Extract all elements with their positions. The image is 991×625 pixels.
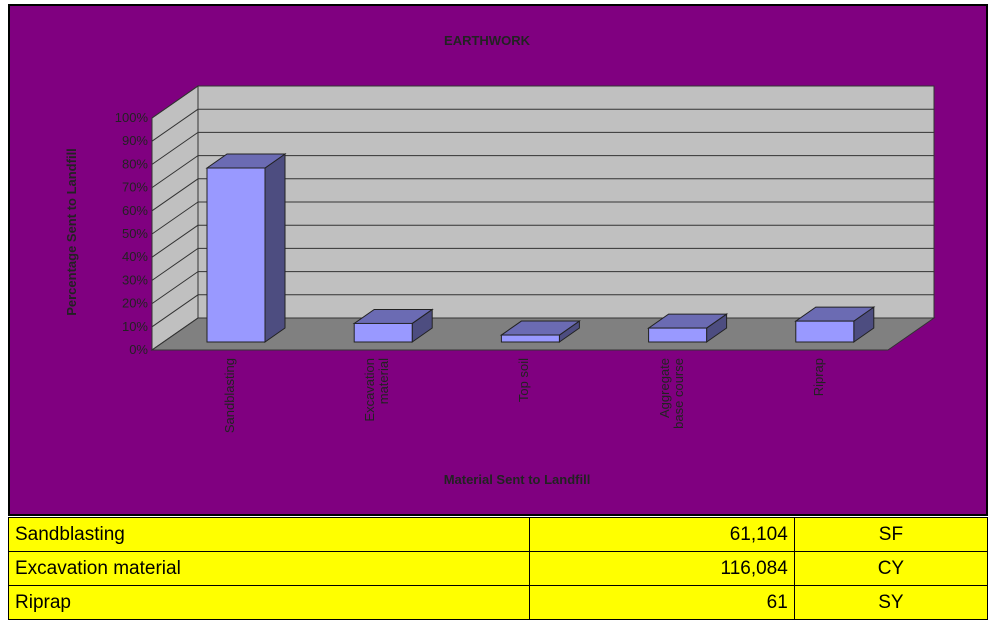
grid-line xyxy=(151,155,199,189)
table-row: Excavation material 116,084 CY xyxy=(8,551,989,586)
grid-line xyxy=(151,201,199,235)
chart-title: EARTHWORK xyxy=(444,33,531,48)
x-tick-label: Excavation material xyxy=(362,358,392,422)
y-tick-label: 50% xyxy=(122,226,148,241)
bar-side xyxy=(264,153,286,343)
x-tick-label: Aggregate base course xyxy=(656,358,686,429)
table-row: Riprap 61 SY xyxy=(8,585,989,620)
bar xyxy=(353,322,413,343)
y-tick-label: 80% xyxy=(122,156,148,171)
grid-line xyxy=(151,131,199,165)
table-cell: Excavation material xyxy=(8,551,530,586)
table-cell: Riprap xyxy=(8,585,530,620)
grid-line xyxy=(151,271,199,305)
y-tick-label: 20% xyxy=(122,296,148,311)
y-tick-label: 10% xyxy=(122,319,148,334)
grid-line xyxy=(151,178,199,212)
table-cell: CY xyxy=(793,551,989,586)
x-axis-label: Material Sent to Landfill xyxy=(444,472,591,487)
table-cell: 61,104 xyxy=(528,517,795,552)
y-tick-label: 0% xyxy=(129,342,148,357)
data-table: Sandblasting 61,104 SF Excavation material 1… xyxy=(8,517,989,620)
table-cell: Sandblasting xyxy=(8,517,530,552)
x-tick-label: Riprap xyxy=(810,358,826,397)
grid-line xyxy=(151,294,199,328)
table-cell: SY xyxy=(793,585,989,620)
bar xyxy=(648,327,708,343)
y-tick-label: 90% xyxy=(122,133,148,148)
bar xyxy=(500,334,560,343)
table-cell: 61 xyxy=(528,585,795,620)
y-axis-label: Percentage Sent to Landfill xyxy=(64,148,79,316)
grid-line xyxy=(151,85,199,119)
x-tick-label: Top soil xyxy=(516,358,532,403)
y-tick-label: 40% xyxy=(122,249,148,264)
y-tick-label: 30% xyxy=(122,272,148,287)
grid-line xyxy=(151,224,199,258)
grid-line xyxy=(151,317,199,351)
bar xyxy=(206,167,266,343)
bar xyxy=(795,320,855,343)
table-cell: SF xyxy=(793,517,989,552)
grid-line xyxy=(151,108,199,142)
y-tick-label: 70% xyxy=(122,180,148,195)
grid-line xyxy=(151,247,199,281)
table-row: Sandblasting 61,104 SF xyxy=(8,517,989,552)
y-tick-label: 60% xyxy=(122,203,148,218)
chart: EARTHWORK Material Sent to Landfill Perc… xyxy=(8,4,988,516)
x-tick-label: Sandblasting xyxy=(222,358,237,434)
table-cell: 116,084 xyxy=(528,551,795,586)
y-tick-label: 100% xyxy=(115,110,149,125)
